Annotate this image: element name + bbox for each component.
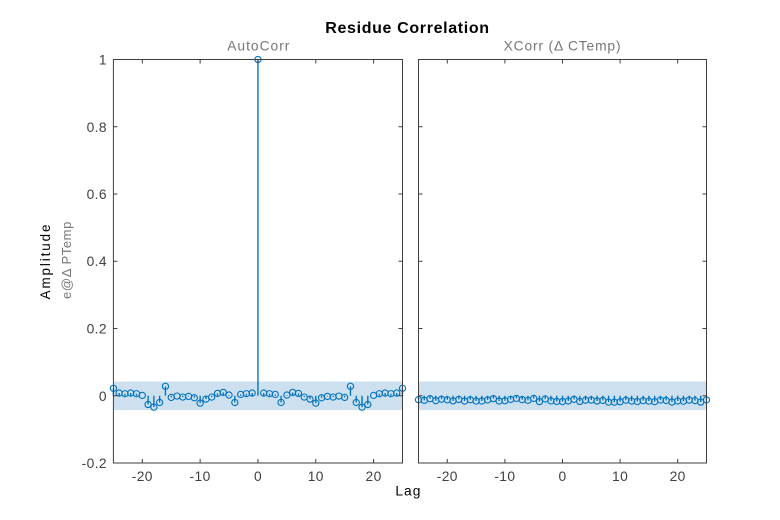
svg-text:XCorr (Δ CTemp): XCorr (Δ CTemp) <box>504 39 622 54</box>
svg-text:0.6: 0.6 <box>87 187 107 202</box>
svg-text:20: 20 <box>366 469 382 484</box>
svg-text:10: 10 <box>612 469 628 484</box>
svg-text:e@Δ PTemp: e@Δ PTemp <box>59 221 74 299</box>
svg-text:-0.2: -0.2 <box>82 456 107 471</box>
svg-text:Residue Correlation: Residue Correlation <box>325 20 489 37</box>
svg-text:0: 0 <box>99 389 107 404</box>
svg-text:10: 10 <box>308 469 324 484</box>
svg-text:0: 0 <box>558 469 566 484</box>
svg-text:-20: -20 <box>437 469 458 484</box>
svg-text:1: 1 <box>99 53 107 68</box>
svg-text:0.4: 0.4 <box>87 254 107 269</box>
svg-text:20: 20 <box>670 469 686 484</box>
svg-text:Lag: Lag <box>395 484 421 499</box>
svg-text:-10: -10 <box>190 469 211 484</box>
svg-text:-20: -20 <box>132 469 153 484</box>
svg-text:-10: -10 <box>494 469 515 484</box>
svg-text:Amplitude: Amplitude <box>38 223 53 300</box>
svg-text:AutoCorr: AutoCorr <box>227 39 290 54</box>
svg-text:0: 0 <box>254 469 262 484</box>
svg-text:0.8: 0.8 <box>87 120 107 135</box>
svg-text:0.2: 0.2 <box>87 322 107 337</box>
